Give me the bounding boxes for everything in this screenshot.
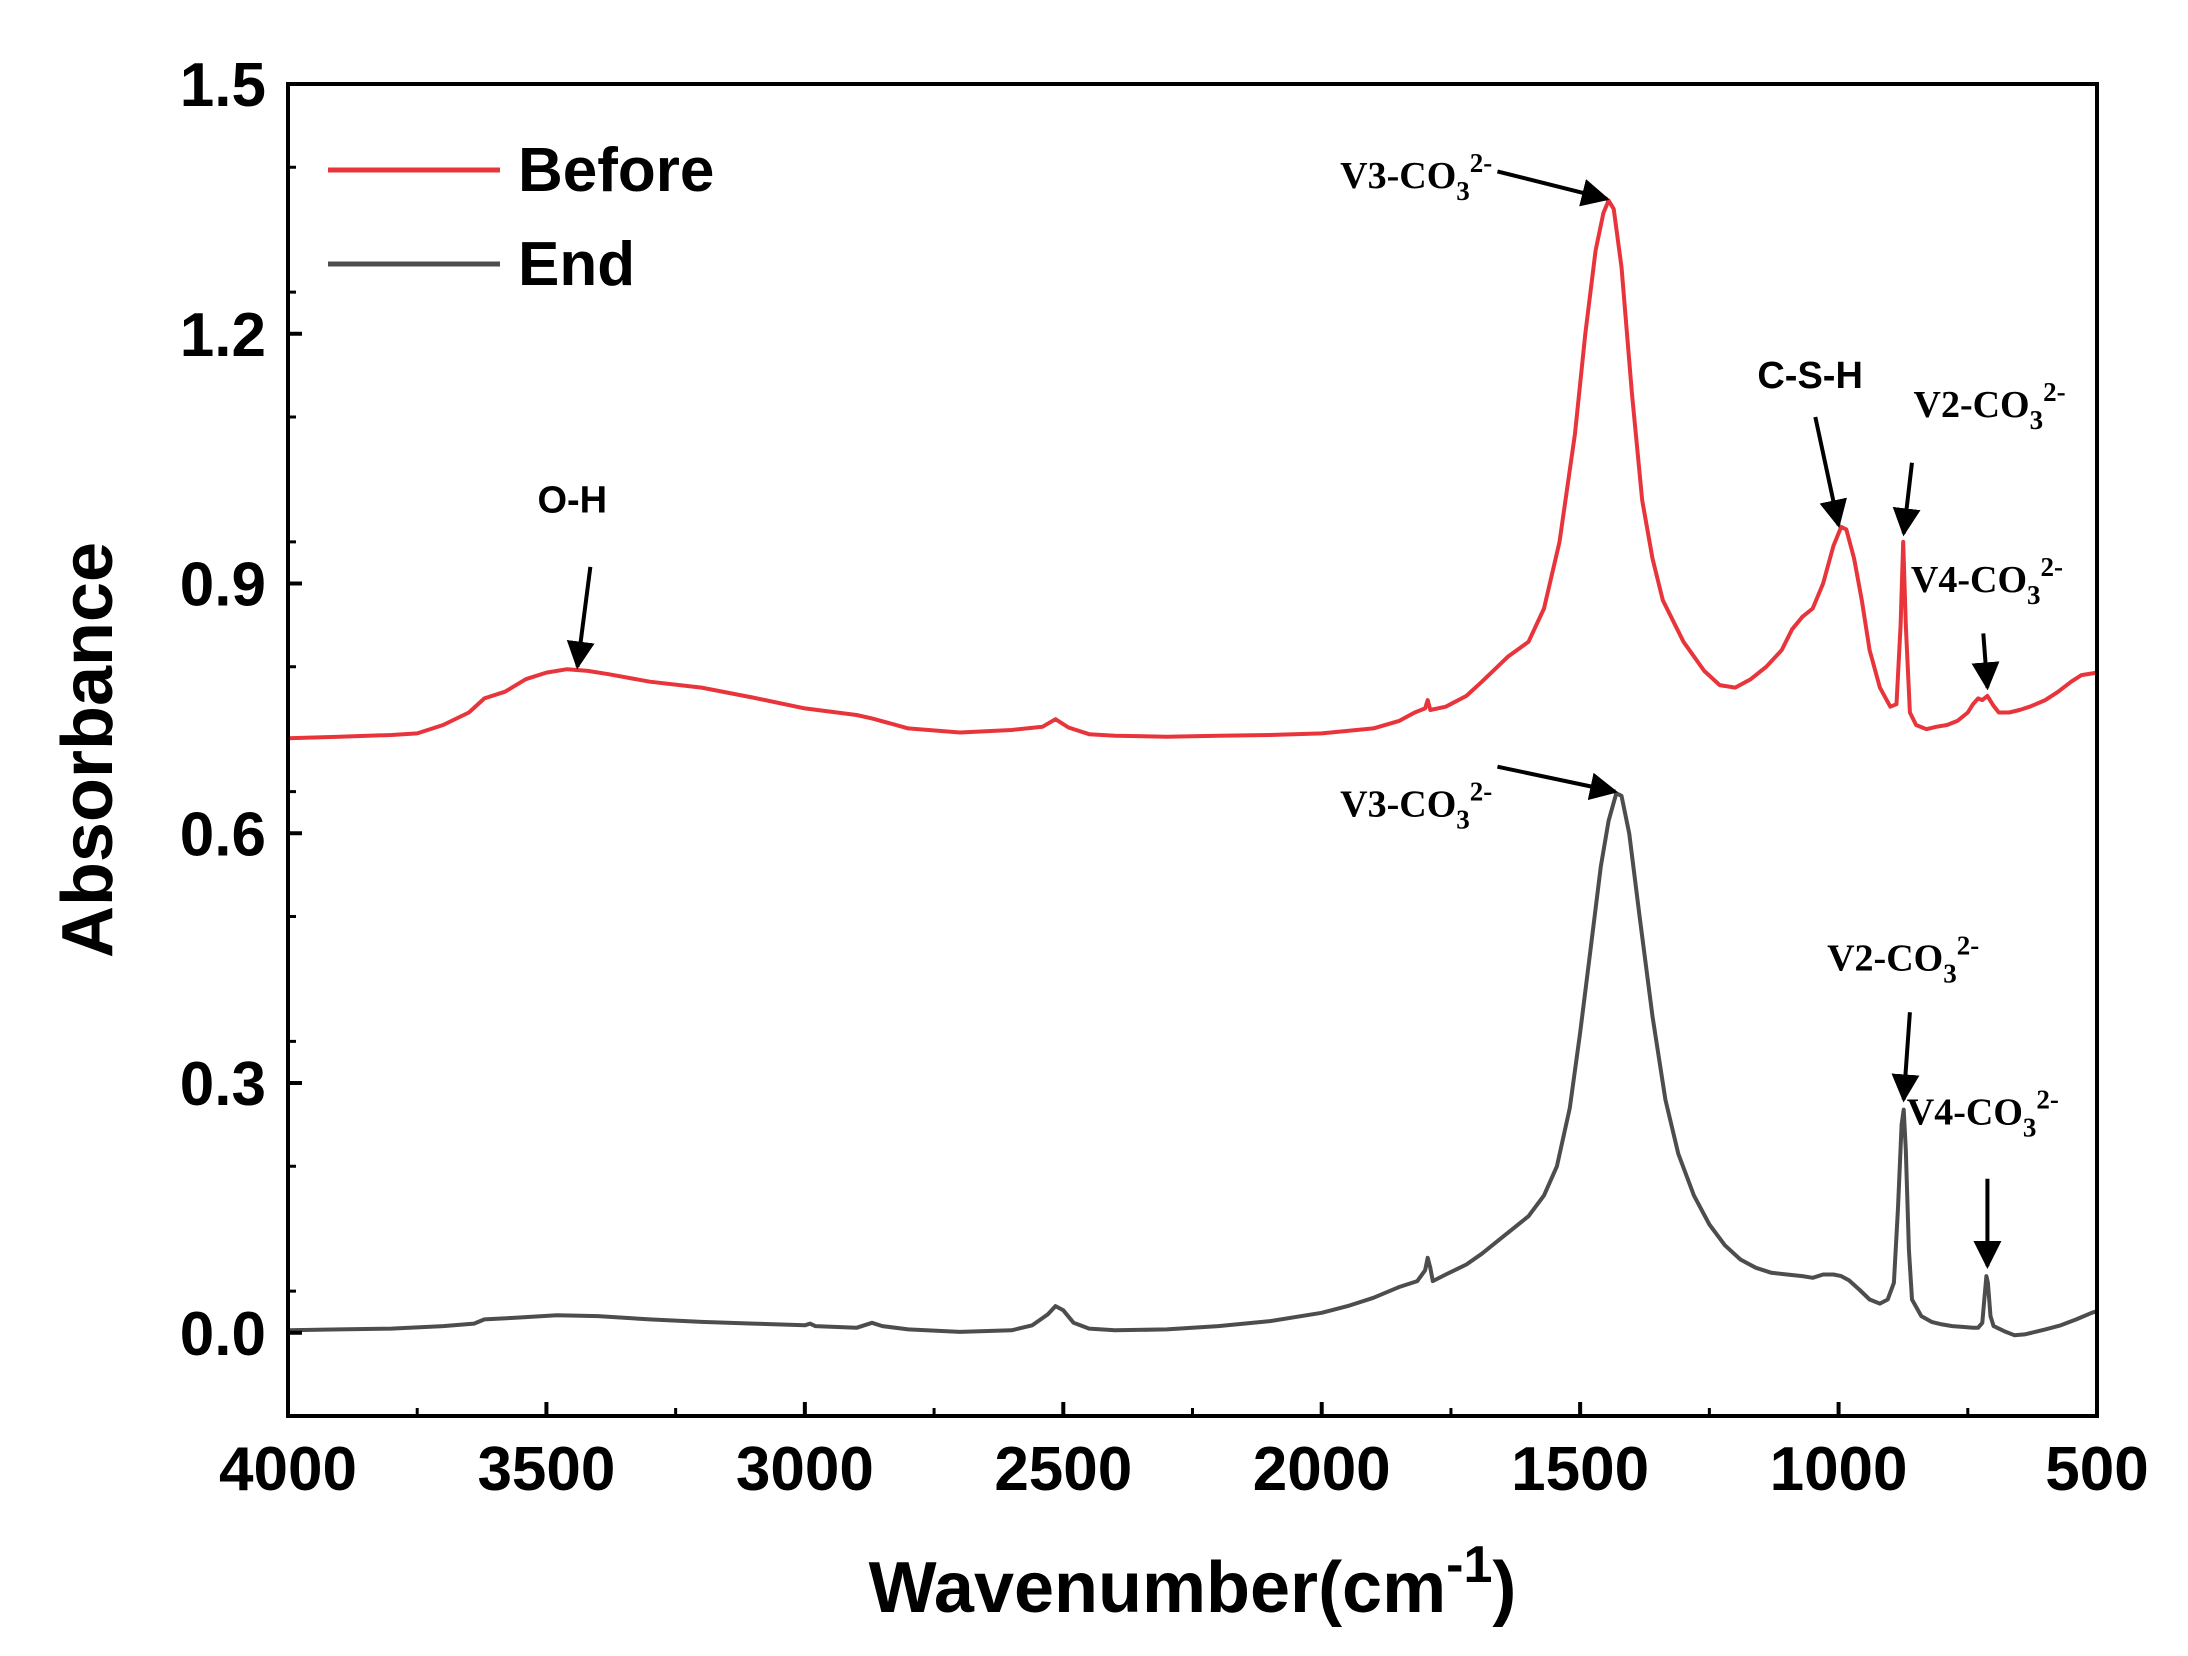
x-axis-title-text: Wavenumber(cm xyxy=(869,1548,1446,1628)
y-tick-label: 1.5 xyxy=(180,51,266,120)
y-axis-title: Absorbance xyxy=(48,542,128,958)
annotation-arrow xyxy=(566,566,595,670)
annotation-arrow xyxy=(1892,462,1921,537)
annotation-arrow xyxy=(1496,169,1610,207)
x-tick-label: 1500 xyxy=(1511,1435,1649,1504)
y-tick-label: 0.6 xyxy=(180,800,266,869)
y-tick-label: 0.9 xyxy=(180,551,266,620)
annotation-label: V4-CO32- xyxy=(1907,1085,2059,1143)
annotation-label: V4-CO32- xyxy=(1911,552,2063,610)
legend-label-before: Before xyxy=(518,136,714,205)
annotation-label: V2-CO32- xyxy=(1827,931,1979,989)
y-tick-label: 0.3 xyxy=(180,1050,266,1119)
x-tick-label: 2000 xyxy=(1253,1435,1391,1504)
series-line-end xyxy=(287,791,2098,1338)
annotation-arrow xyxy=(1813,416,1847,528)
annotation-arrow xyxy=(1891,1012,1920,1103)
x-axis-title-end: ) xyxy=(1492,1548,1516,1628)
y-tick-label: 1.2 xyxy=(180,301,266,370)
x-axis-title-sup: -1 xyxy=(1446,1536,1492,1594)
x-tick-label: 3000 xyxy=(736,1435,874,1504)
x-tick-label: 4000 xyxy=(219,1435,357,1504)
annotation-label: V3-CO32- xyxy=(1340,148,1492,206)
annotation-label: O-H xyxy=(537,480,607,522)
annotation-arrow xyxy=(1497,764,1619,801)
annotation-label: V2-CO32- xyxy=(1914,377,2066,435)
annotation-label: V3-CO32- xyxy=(1340,777,1492,835)
annotation-label: C-S-H xyxy=(1757,355,1863,397)
y-tick-label: 0.0 xyxy=(180,1300,266,1369)
series-line-before xyxy=(287,198,2098,741)
legend: Before End xyxy=(328,136,714,299)
x-tick-label: 3500 xyxy=(477,1435,615,1504)
annotation-arrow xyxy=(1971,633,2000,691)
x-axis-title: Wavenumber(cm-1) xyxy=(869,1536,1517,1628)
x-tick-label: 500 xyxy=(2045,1435,2148,1504)
legend-label-end: End xyxy=(518,230,635,299)
x-tick-label: 1000 xyxy=(1770,1435,1908,1504)
x-tick-label: 2500 xyxy=(994,1435,1132,1504)
